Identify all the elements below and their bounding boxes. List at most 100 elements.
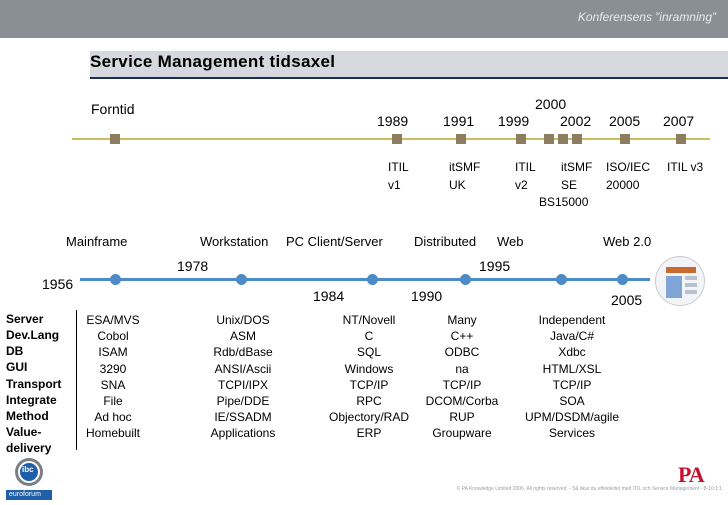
row-label-transport: Transport bbox=[6, 377, 62, 391]
timeline1-marker-2007 bbox=[676, 134, 686, 144]
timeline1-marker-2005 bbox=[620, 134, 630, 144]
row-label-gui: GUI bbox=[6, 360, 28, 374]
table-cell: TCP/IP bbox=[442, 377, 482, 392]
table-column-web: Independent Java/C# Xdbc HTML/XSL TCP/IP… bbox=[512, 312, 632, 442]
table-cell: ANSI/Ascii bbox=[214, 361, 272, 376]
ibc-logo-text: ibc bbox=[22, 465, 34, 474]
timeline1-marker-2002a bbox=[558, 134, 568, 144]
table-cell: ODBC bbox=[444, 345, 480, 360]
table-cell: SNA bbox=[100, 377, 126, 392]
era-mainframe: Mainframe bbox=[66, 234, 128, 249]
row-label-integrate: Integrate bbox=[6, 393, 57, 407]
year-2007: 2007 bbox=[663, 113, 695, 129]
table-cell: RUP bbox=[449, 410, 475, 425]
event-itsmf-uk: itSMF UK bbox=[449, 160, 481, 192]
table-cell: ESA/MVS bbox=[86, 313, 140, 327]
euroforum-logo-text: euroforum bbox=[9, 491, 41, 498]
table-cell: SQL bbox=[356, 345, 381, 360]
table-column-pc-client-server: NT/Novell C SQL Windows TCP/IP RPC Objec… bbox=[320, 312, 418, 442]
event-itil-v2: ITIL v2 bbox=[515, 160, 536, 192]
era-workstation: Workstation bbox=[200, 234, 269, 249]
year-1984: 1984 bbox=[313, 288, 345, 304]
timeline1-marker-1991 bbox=[456, 134, 466, 144]
year-1989: 1989 bbox=[377, 113, 409, 129]
timeline2-dot-1995 bbox=[556, 274, 567, 285]
event-itsmf-se: itSMF SE bbox=[561, 160, 593, 192]
forntid-label: Forntid bbox=[91, 101, 135, 117]
era-distributed: Distributed bbox=[414, 234, 477, 249]
header-bar bbox=[0, 0, 728, 38]
title-underline bbox=[90, 77, 728, 79]
table-cell: C++ bbox=[450, 329, 474, 344]
table-cell: Many bbox=[447, 313, 477, 327]
timeline2-dot-1978 bbox=[236, 274, 247, 285]
era-web: Web bbox=[497, 234, 524, 249]
table-cell: TCP/IP bbox=[349, 377, 389, 392]
event-bs15000: BS15000 bbox=[539, 195, 589, 209]
table-cell: Services bbox=[548, 426, 595, 441]
table-cell: Rdb/dBase bbox=[213, 345, 273, 360]
year-1995: 1995 bbox=[479, 258, 511, 274]
table-cell: na bbox=[455, 361, 469, 376]
footer-copyright: © PA Knowledge Limited 2006. All rights … bbox=[456, 486, 722, 492]
table-cell: IE/SSADM bbox=[214, 410, 272, 425]
table-cell: Ad hoc bbox=[94, 410, 132, 425]
title-background bbox=[90, 51, 728, 77]
year-2005: 2005 bbox=[609, 113, 641, 129]
year-2002: 2002 bbox=[560, 113, 592, 129]
table-cell: NT/Novell bbox=[342, 313, 396, 327]
pa-logo: PA bbox=[678, 462, 705, 487]
timeline1-marker-2002b bbox=[572, 134, 582, 144]
table-cell: Windows bbox=[344, 361, 394, 376]
table-column-mainframe: ESA/MVS Cobol ISAM 3290 SNA File Ad hoc … bbox=[72, 312, 154, 442]
timeline2-dot-1990 bbox=[460, 274, 471, 285]
timeline1-marker-1989 bbox=[392, 134, 402, 144]
table-cell: TCP/IP bbox=[552, 377, 592, 392]
timeline2-dot-1984 bbox=[367, 274, 378, 285]
era-pc-client-server: PC Client/Server bbox=[286, 234, 383, 249]
it-timeline-line bbox=[80, 278, 650, 281]
conference-label: Konferensens ”inramning” bbox=[577, 10, 716, 24]
table-cell: Objectory/RAD bbox=[328, 410, 410, 425]
event-iso-iec-20000: ISO/IEC 20000 bbox=[606, 160, 651, 192]
table-cell: Xdbc bbox=[558, 345, 586, 360]
row-label-server: Server bbox=[6, 312, 44, 326]
table-cell: Unix/DOS bbox=[216, 313, 270, 327]
itil-timeline-line bbox=[72, 138, 710, 140]
ibc-euroforum-logo: ibc euroforum bbox=[6, 452, 52, 500]
year-1978: 1978 bbox=[177, 258, 209, 274]
timeline1-marker-2000 bbox=[544, 134, 554, 144]
row-label-value: Value- bbox=[6, 425, 42, 439]
table-cell: 3290 bbox=[99, 361, 127, 376]
table-cell: Groupware bbox=[432, 426, 492, 441]
year-1956: 1956 bbox=[42, 276, 74, 292]
table-cell: TCPI/IPX bbox=[217, 377, 268, 392]
table-cell: Java/C# bbox=[549, 329, 595, 344]
table-cell: Homebuilt bbox=[85, 426, 141, 441]
table-cell: DCOM/Corba bbox=[425, 394, 499, 409]
table-cell: ERP bbox=[356, 426, 382, 441]
table-cell: RPC bbox=[356, 394, 382, 409]
table-cell: Applications bbox=[210, 426, 276, 441]
web-2-0-thumbnail bbox=[655, 256, 705, 306]
table-cell: Pipe/DDE bbox=[216, 394, 270, 409]
timeline1-marker-forntid bbox=[110, 134, 120, 144]
event-itil-v1: ITIL v1 bbox=[388, 160, 409, 192]
table-cell: HTML/XSL bbox=[542, 361, 602, 376]
table-column-workstation: Unix/DOS ASM Rdb/dBase ANSI/Ascii TCPI/I… bbox=[196, 312, 290, 442]
table-cell: File bbox=[103, 394, 123, 409]
table-cell: ISAM bbox=[98, 345, 128, 360]
timeline2-dot-2005 bbox=[617, 274, 628, 285]
table-cell: C bbox=[364, 329, 374, 344]
table-cell: UPM/DSDM/agile bbox=[524, 410, 620, 425]
row-label-delivery: delivery bbox=[6, 441, 52, 455]
event-itil-v3: ITIL v3 bbox=[667, 160, 704, 174]
row-label-db: DB bbox=[6, 344, 24, 358]
era-web-2-0: Web 2.0 bbox=[603, 234, 652, 249]
timeline1-marker-1999 bbox=[516, 134, 526, 144]
year-2000: 2000 bbox=[535, 96, 567, 112]
table-cell: Independent bbox=[538, 313, 606, 327]
row-label-dev-lang: Dev.Lang bbox=[6, 328, 60, 342]
year-1991: 1991 bbox=[443, 113, 475, 129]
ibc-logo-icon bbox=[6, 458, 52, 500]
